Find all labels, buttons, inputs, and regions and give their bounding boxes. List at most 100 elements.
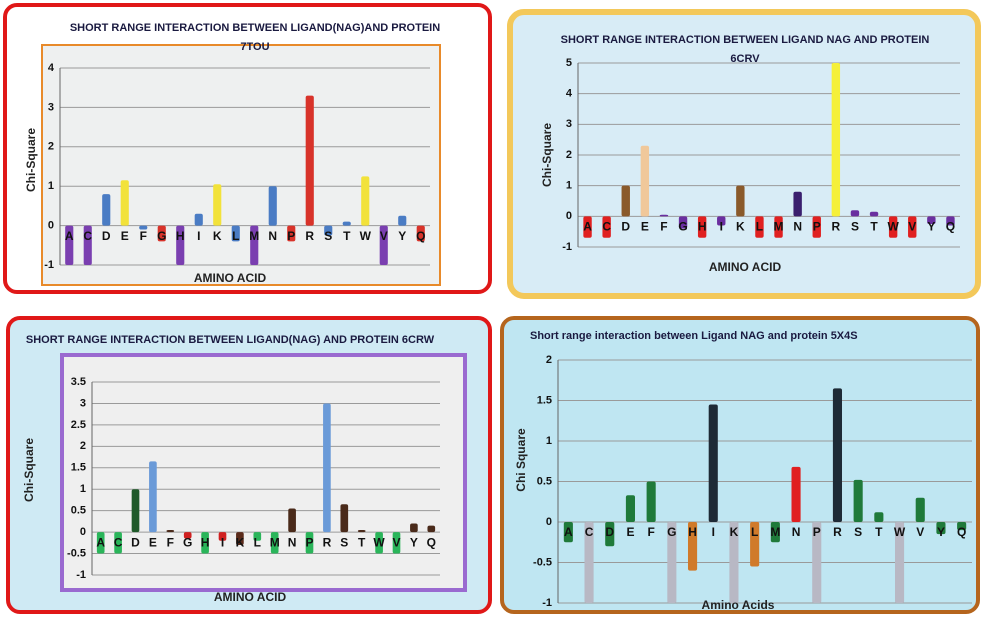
bar bbox=[832, 63, 840, 216]
x-tick-label: T bbox=[343, 229, 351, 243]
x-tick-label: G bbox=[157, 229, 166, 243]
x-tick-label: V bbox=[392, 535, 400, 549]
x-tick-label: Q bbox=[416, 229, 425, 243]
bar bbox=[213, 184, 221, 225]
x-tick-label: W bbox=[373, 535, 385, 549]
y-tick-label: 3 bbox=[80, 397, 86, 409]
x-tick-label: Y bbox=[398, 229, 406, 243]
chart-title: Short range interaction between Ligand N… bbox=[530, 330, 858, 342]
x-tick-label: L bbox=[232, 229, 239, 243]
x-tick-label: T bbox=[358, 535, 366, 549]
x-tick-label: R bbox=[833, 525, 842, 539]
x-tick-label: N bbox=[793, 220, 802, 234]
x-tick-label: W bbox=[887, 220, 899, 234]
y-tick-label: 3 bbox=[566, 118, 572, 130]
x-tick-label: D bbox=[131, 535, 140, 549]
chart-title: 7TOU bbox=[240, 41, 269, 53]
bar bbox=[736, 186, 744, 217]
y-tick-label: 1.5 bbox=[71, 462, 86, 474]
y-tick-label: -0.5 bbox=[67, 547, 86, 559]
x-tick-label: A bbox=[564, 525, 573, 539]
y-tick-label: -1 bbox=[44, 259, 54, 271]
x-tick-label: N bbox=[288, 535, 297, 549]
x-axis-label: AMINO ACID bbox=[214, 590, 287, 604]
x-tick-label: R bbox=[305, 229, 314, 243]
bar bbox=[269, 186, 277, 225]
x-tick-label: Q bbox=[957, 525, 966, 539]
x-tick-label: H bbox=[688, 525, 697, 539]
x-tick-label: Q bbox=[427, 535, 436, 549]
x-tick-label: L bbox=[254, 535, 261, 549]
x-tick-label: A bbox=[96, 535, 105, 549]
bar bbox=[791, 467, 800, 522]
bar bbox=[641, 146, 649, 217]
bar bbox=[343, 222, 351, 226]
y-tick-label: -1 bbox=[562, 241, 572, 253]
bar bbox=[306, 96, 314, 226]
bar bbox=[916, 498, 925, 522]
x-tick-label: L bbox=[751, 525, 758, 539]
x-tick-label: N bbox=[792, 525, 801, 539]
y-tick-label: 3.5 bbox=[71, 376, 86, 388]
y-tick-label: 4 bbox=[48, 62, 55, 74]
y-axis-label: Chi-Square bbox=[22, 438, 36, 502]
x-tick-label: Q bbox=[946, 220, 955, 234]
x-axis-label: AMINO ACID bbox=[194, 271, 267, 285]
chart-title: SHORT RANGE INTERACTION BETWEEN LIGAND(N… bbox=[26, 334, 435, 346]
x-tick-label: E bbox=[121, 229, 129, 243]
x-tick-label: T bbox=[875, 525, 883, 539]
x-tick-label: E bbox=[626, 525, 634, 539]
plot-frame bbox=[62, 355, 465, 590]
x-tick-label: F bbox=[140, 229, 147, 243]
y-tick-label: 3 bbox=[48, 101, 54, 113]
x-tick-label: C bbox=[602, 220, 611, 234]
x-tick-label: G bbox=[183, 535, 192, 549]
bar bbox=[410, 524, 418, 533]
x-tick-label: H bbox=[201, 535, 210, 549]
x-tick-label: M bbox=[249, 229, 259, 243]
x-tick-label: P bbox=[287, 229, 295, 243]
x-tick-label: F bbox=[167, 535, 174, 549]
bar bbox=[647, 482, 656, 523]
y-tick-label: 1 bbox=[566, 180, 572, 192]
y-tick-label: 2 bbox=[48, 141, 54, 153]
x-tick-label: V bbox=[380, 229, 388, 243]
x-tick-label: K bbox=[213, 229, 222, 243]
x-tick-label: S bbox=[324, 229, 332, 243]
x-tick-label: P bbox=[813, 220, 821, 234]
x-tick-label: D bbox=[621, 220, 630, 234]
x-tick-label: R bbox=[323, 535, 332, 549]
chart-grid: SHORT RANGE INTERACTION BETWEEN LIGAND(N… bbox=[0, 0, 982, 617]
bar bbox=[660, 215, 668, 217]
y-axis-label: Chi-Square bbox=[24, 128, 38, 192]
x-tick-label: Y bbox=[927, 220, 935, 234]
bar bbox=[358, 530, 366, 532]
y-tick-label: 0.5 bbox=[537, 475, 552, 487]
bar bbox=[870, 212, 878, 217]
x-tick-label: R bbox=[832, 220, 841, 234]
x-tick-label: C bbox=[83, 229, 92, 243]
bar bbox=[149, 461, 157, 532]
bar bbox=[626, 495, 635, 522]
bar bbox=[323, 403, 331, 532]
bar bbox=[121, 180, 129, 225]
bar bbox=[166, 530, 174, 532]
y-tick-label: 2.5 bbox=[71, 419, 86, 431]
x-tick-label: I bbox=[221, 535, 224, 549]
x-tick-label: T bbox=[870, 220, 878, 234]
x-tick-label: N bbox=[268, 229, 277, 243]
bar bbox=[833, 388, 842, 522]
bar bbox=[195, 214, 203, 226]
y-tick-label: 4 bbox=[566, 88, 573, 100]
y-tick-label: -0.5 bbox=[533, 556, 552, 568]
x-tick-label: Y bbox=[937, 525, 945, 539]
y-tick-label: 1 bbox=[80, 483, 86, 495]
x-tick-label: W bbox=[360, 229, 372, 243]
y-tick-label: 0 bbox=[48, 220, 54, 232]
x-tick-label: H bbox=[698, 220, 707, 234]
x-tick-label: L bbox=[756, 220, 763, 234]
panel-frame bbox=[502, 318, 978, 612]
bar bbox=[288, 509, 296, 533]
x-tick-label: F bbox=[647, 525, 654, 539]
x-tick-label: C bbox=[585, 525, 594, 539]
